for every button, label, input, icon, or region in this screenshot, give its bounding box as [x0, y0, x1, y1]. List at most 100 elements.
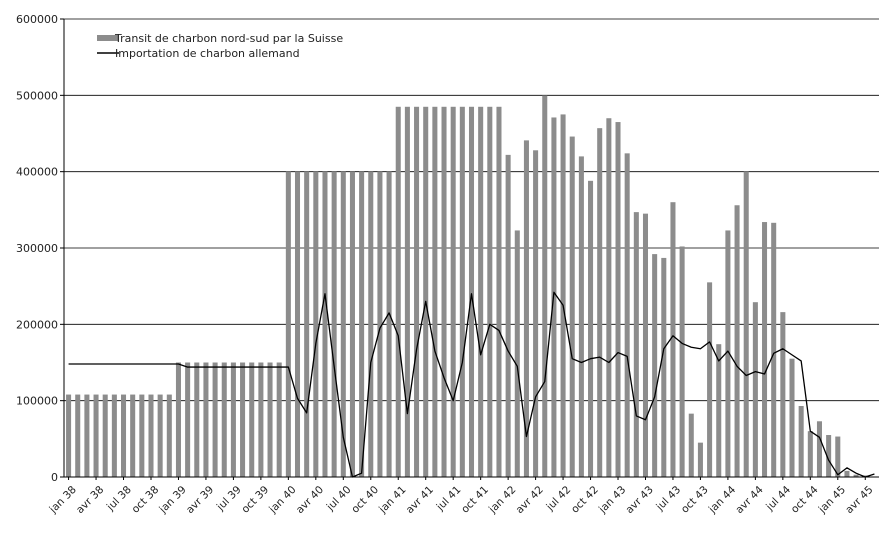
bar [459, 106, 465, 478]
bar [505, 154, 511, 477]
bar [304, 171, 310, 477]
x-tick-label: jul 40 [324, 484, 354, 514]
y-tick-label: 400000 [16, 166, 58, 179]
axes [63, 19, 879, 480]
bar [84, 394, 90, 477]
bar [368, 171, 374, 477]
bar [359, 171, 365, 477]
bar [533, 150, 539, 477]
bar [221, 362, 227, 477]
bar [258, 362, 264, 477]
x-tick-label: avr 43 [624, 484, 656, 516]
bar [340, 171, 346, 477]
bar [166, 394, 172, 477]
x-tick-label: avr 38 [74, 484, 106, 516]
bar [93, 394, 99, 477]
bar [395, 106, 401, 478]
bar [679, 246, 685, 477]
bar [642, 213, 649, 477]
bar [862, 475, 868, 477]
bar [826, 435, 832, 477]
bar [597, 128, 603, 477]
x-tick-label: jul 42 [544, 484, 574, 514]
y-tick-label: 200000 [16, 318, 58, 331]
bar [377, 171, 383, 477]
bar [230, 362, 236, 477]
legend-line-label: Importation de charbon allemand [115, 47, 300, 60]
x-tick-label: jul 44 [763, 484, 793, 514]
bar [404, 106, 410, 478]
y-tick-label: 600000 [16, 13, 58, 26]
x-tick-label: oct 38 [129, 484, 161, 516]
bar [478, 106, 484, 478]
x-tick-label: avr 39 [184, 484, 216, 516]
bar [514, 230, 520, 477]
x-tick-label: jan 44 [706, 484, 739, 517]
bar [148, 394, 154, 477]
x-tick-label: jan 41 [376, 484, 408, 516]
bar [780, 312, 786, 477]
bar [624, 153, 630, 477]
bar [468, 106, 475, 478]
bar [807, 431, 813, 477]
legend: Transit de charbon nord-sud par la Suiss… [97, 32, 343, 60]
bar [725, 230, 731, 477]
x-tick-label: avr 42 [514, 484, 546, 516]
bar [588, 180, 594, 477]
bar [569, 136, 575, 477]
line-series [68, 291, 875, 478]
bar [652, 254, 658, 477]
y-tick-label: 100000 [16, 395, 58, 408]
bar [661, 257, 667, 477]
bar [322, 171, 328, 477]
x-tick-label: jul 38 [104, 484, 134, 514]
bar [633, 212, 639, 477]
bar [789, 358, 795, 477]
bar [798, 406, 804, 477]
bar [386, 171, 392, 477]
bar [423, 106, 429, 478]
bar [670, 202, 676, 477]
legend-bar-label: Transit de charbon nord-sud par la Suiss… [114, 32, 343, 45]
x-tick-label: oct 41 [459, 484, 491, 516]
x-tick-label: jan 42 [486, 484, 518, 516]
x-tick-label: oct 42 [569, 484, 601, 516]
bar [111, 394, 117, 477]
y-tick-label: 300000 [16, 242, 58, 255]
bar [542, 95, 548, 477]
x-tick-label: avr 44 [733, 484, 766, 517]
bar [194, 362, 200, 477]
bar [313, 171, 319, 477]
bar [853, 474, 859, 477]
bar [835, 436, 841, 477]
bar [496, 106, 502, 478]
bar [75, 394, 81, 477]
bar [157, 394, 163, 477]
bar [175, 362, 181, 477]
bar [707, 282, 713, 477]
bar [762, 222, 768, 477]
x-tick-label: oct 40 [349, 484, 381, 516]
bar [441, 106, 447, 478]
bar [734, 205, 740, 477]
x-tick-label: jul 43 [653, 484, 683, 514]
bar [331, 171, 337, 477]
bar [844, 470, 850, 477]
bar [203, 362, 209, 477]
bar [716, 344, 722, 477]
bar [285, 171, 291, 477]
x-tick-label: jan 38 [47, 484, 79, 516]
legend-bar-swatch [97, 35, 119, 41]
x-tick-label: jan 40 [266, 484, 298, 516]
x-tick-label: jul 39 [214, 484, 244, 514]
x-tick-label: jul 41 [434, 484, 464, 514]
bar [487, 106, 493, 478]
bar [771, 222, 777, 477]
bar [276, 362, 282, 477]
x-tick-label: jan 43 [596, 484, 628, 516]
bar-series [66, 95, 868, 478]
bar [121, 394, 127, 477]
bar [697, 442, 703, 477]
